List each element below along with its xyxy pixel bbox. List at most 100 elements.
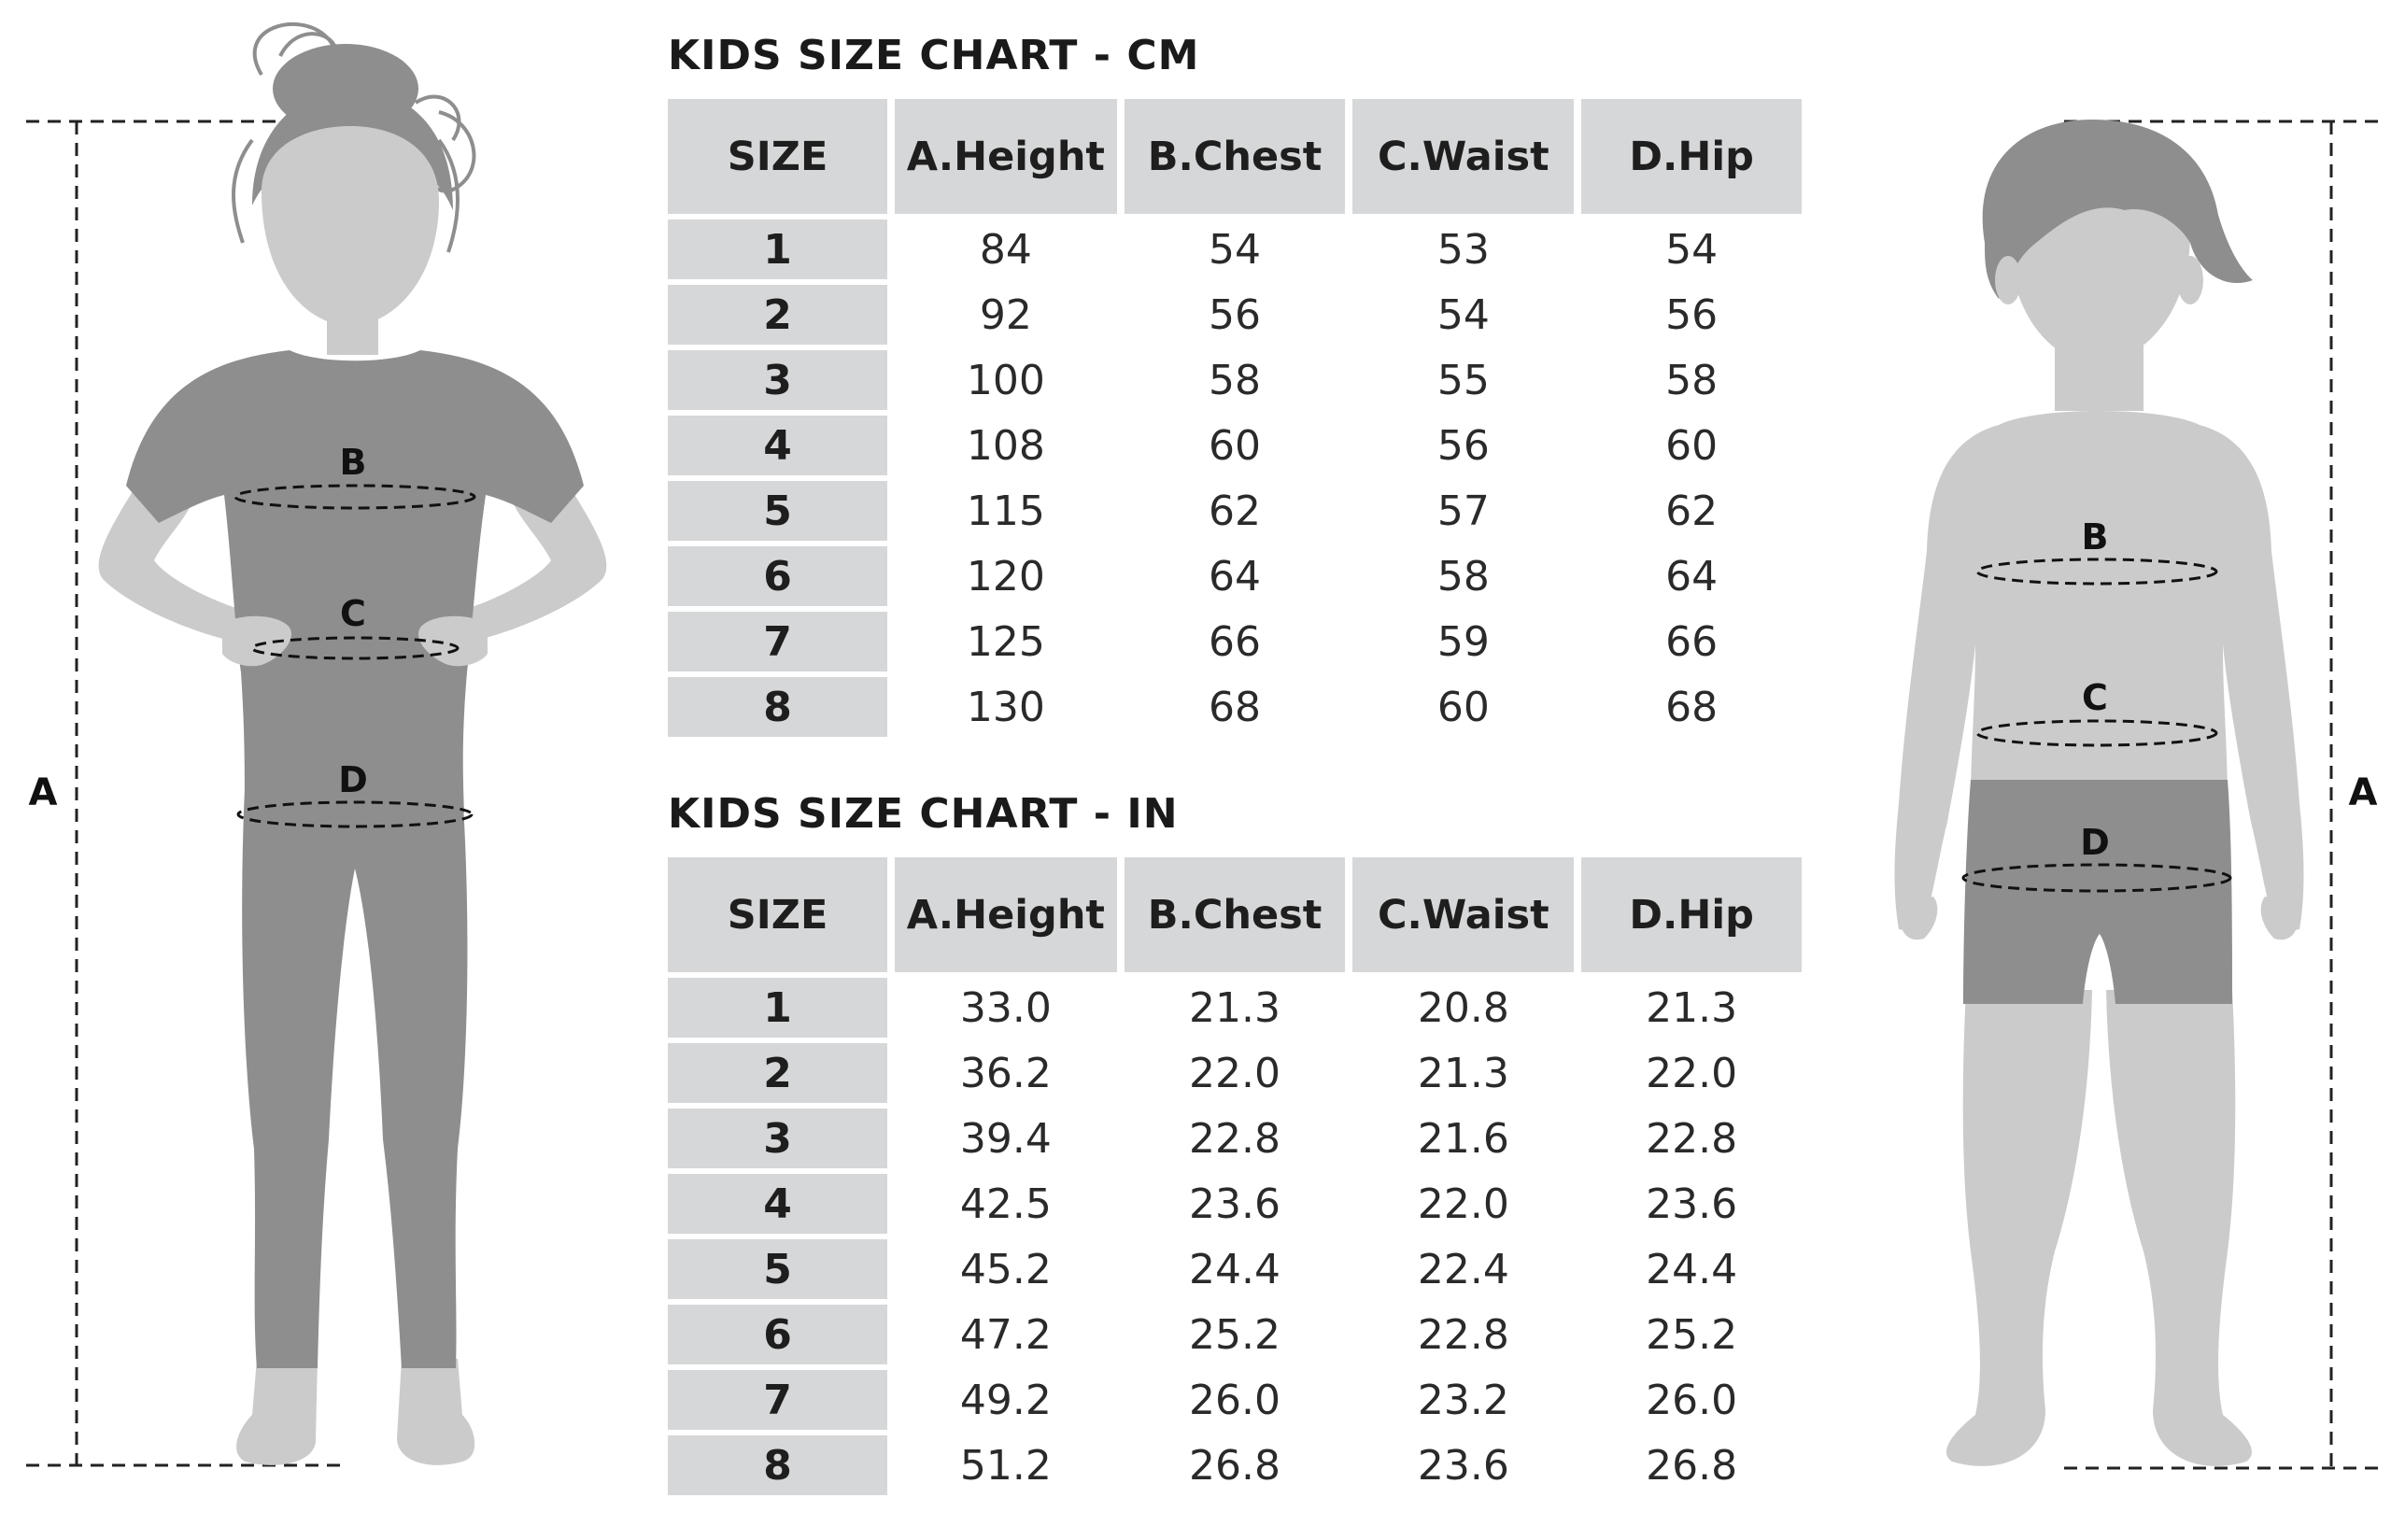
cell-hip: 58 [1665,356,1719,404]
cell-height: 130 [966,683,1045,731]
cell-size: 8 [668,677,888,737]
boy-waist-label: C [2082,677,2108,718]
cell-waist: 53 [1436,225,1490,274]
cell-hip: 56 [1665,290,1719,339]
cell-size: 1 [668,219,888,279]
cell-height: 51.2 [959,1441,1052,1490]
column-header-size: SIZE [668,857,888,972]
cell-hip: 66 [1665,617,1719,666]
cell-height: 49.2 [959,1376,1052,1424]
cell-waist: 56 [1436,421,1490,470]
cell-height: 36.2 [959,1049,1052,1097]
cell-height: 45.2 [959,1245,1052,1293]
cell-hip: 23.6 [1646,1180,1738,1228]
cell-hip: 22.8 [1646,1114,1738,1163]
in-header-row: SIZE A.Height B.Chest C.Waist D.Hip [668,857,1802,972]
table-row: 1 33.0 21.3 20.8 21.3 [668,978,1802,1038]
in-size-table: SIZE A.Height B.Chest C.Waist D.Hip 1 33.… [660,852,1809,1501]
cell-waist: 23.2 [1417,1376,1509,1424]
cell-waist: 54 [1436,290,1490,339]
column-header-hip: D.Hip [1581,99,1802,214]
cell-chest: 22.8 [1189,1114,1280,1163]
cell-height: 39.4 [959,1114,1052,1163]
girl-leggings [242,789,468,1368]
girl-height-label: A [29,771,58,814]
boy-right-leg [2106,990,2252,1466]
cell-chest: 22.0 [1189,1049,1280,1097]
cell-hip: 24.4 [1646,1245,1738,1293]
cell-size: 6 [668,546,888,606]
table-row: 4 42.5 23.6 22.0 23.6 [668,1174,1802,1234]
column-header-chest: B.Chest [1124,99,1346,214]
cell-size: 8 [668,1435,888,1495]
cell-height: 92 [979,290,1032,339]
girl-head [262,126,439,327]
cell-size: 1 [668,978,888,1038]
girl-shirt [126,350,584,812]
cell-chest: 25.2 [1189,1310,1280,1359]
cell-hip: 64 [1665,552,1719,600]
boy-hip-label: D [2080,822,2110,863]
column-header-hip: D.Hip [1581,857,1802,972]
table-row: 6 120 64 58 64 [668,546,1802,606]
cell-size: 7 [668,612,888,671]
cell-chest: 66 [1209,617,1262,666]
column-header-waist: C.Waist [1352,857,1575,972]
cell-chest: 56 [1209,290,1262,339]
cell-hip: 25.2 [1646,1310,1738,1359]
cell-size: 5 [668,1239,888,1299]
cell-hip: 68 [1665,683,1719,731]
column-header-waist: C.Waist [1352,99,1575,214]
column-header-chest: B.Chest [1124,857,1346,972]
cell-chest: 68 [1209,683,1262,731]
cell-size: 4 [668,1174,888,1234]
cm-chart-title: KIDS SIZE CHART - CM [668,32,1200,79]
girl-hair [232,22,476,253]
girl-left-foot [236,1359,318,1465]
cell-height: 115 [966,487,1045,535]
cell-waist: 23.6 [1417,1441,1509,1490]
boy-shorts [1963,780,2232,1004]
cell-size: 3 [668,1109,888,1168]
cell-size: 5 [668,481,888,541]
in-size-chart: KIDS SIZE CHART - IN SIZE A.Height B.Che… [668,794,1809,1501]
girl-chest-label: B [340,442,367,483]
column-header-size: SIZE [668,99,888,214]
cell-size: 6 [668,1305,888,1364]
cell-size: 2 [668,285,888,345]
cell-chest: 60 [1209,421,1262,470]
cell-chest: 24.4 [1189,1245,1280,1293]
cm-table-body: 1 84 54 53 54 2 92 56 54 56 3 100 58 55 58 4 108 60 56 60 5 1… [668,219,1802,737]
cell-hip: 60 [1665,421,1719,470]
boy-hair [1982,120,2253,299]
boy-torso [1894,411,2304,934]
cell-waist: 22.0 [1417,1180,1509,1228]
boy-head [2008,145,2190,364]
table-row: 7 49.2 26.0 23.2 26.0 [668,1370,1802,1430]
cell-height: 108 [966,421,1045,470]
column-header-height: A.Height [895,99,1117,214]
cell-chest: 21.3 [1189,983,1280,1032]
table-row: 1 84 54 53 54 [668,219,1802,279]
boy-chest-label: B [2082,516,2109,558]
cell-hip: 54 [1665,225,1719,274]
table-row: 6 47.2 25.2 22.8 25.2 [668,1305,1802,1364]
boy-left-leg [1946,990,2092,1466]
cm-size-table: SIZE A.Height B.Chest C.Waist D.Hip 1 84 5… [660,93,1809,742]
cell-chest: 26.8 [1189,1441,1280,1490]
cell-size: 2 [668,1043,888,1103]
cell-chest: 23.6 [1189,1180,1280,1228]
table-row: 8 130 68 60 68 [668,677,1802,737]
table-row: 7 125 66 59 66 [668,612,1802,671]
table-row: 2 36.2 22.0 21.3 22.0 [668,1043,1802,1103]
cell-hip: 26.8 [1646,1441,1738,1490]
cell-waist: 21.6 [1417,1114,1509,1163]
column-header-height: A.Height [895,857,1117,972]
girl-right-foot [397,1359,475,1465]
cell-chest: 26.0 [1189,1376,1280,1424]
table-row: 2 92 56 54 56 [668,285,1802,345]
girl-figure: A B C D [26,22,607,1467]
table-row: 3 39.4 22.8 21.6 22.8 [668,1109,1802,1168]
cell-hip: 26.0 [1646,1376,1738,1424]
cell-waist: 21.3 [1417,1049,1509,1097]
